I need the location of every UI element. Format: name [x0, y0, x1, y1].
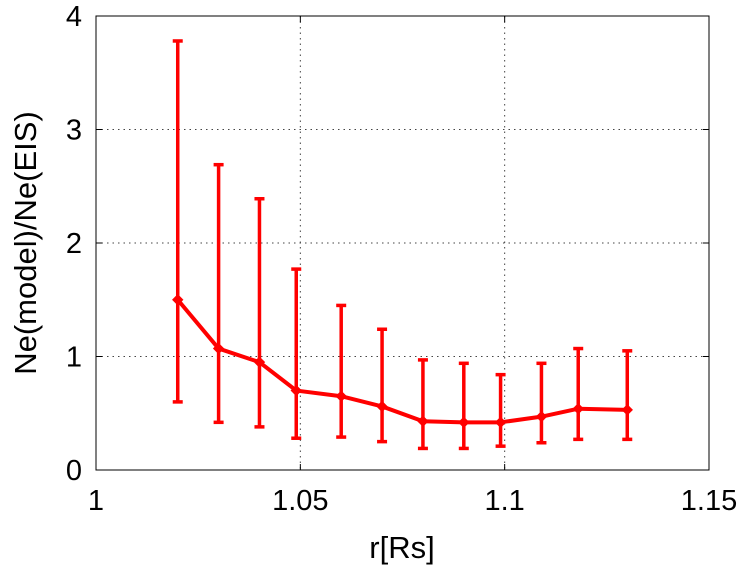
data-point [376, 400, 388, 413]
data-point [290, 384, 302, 397]
x-axis-label: r[Rs] [369, 530, 434, 565]
axis-ticks [95, 15, 710, 471]
y-tick-label: 3 [66, 115, 82, 147]
series-line [176, 298, 628, 425]
data-point [494, 416, 507, 429]
data-point [212, 342, 225, 355]
data-point [417, 415, 429, 427]
data-point [335, 390, 347, 402]
data-point [458, 416, 470, 429]
y-axis-label: Ne(model)/Ne(EIS) [8, 111, 43, 375]
data-markers [172, 294, 633, 429]
y-tick-label: 0 [66, 455, 82, 487]
y-tick-label: 4 [66, 1, 82, 33]
data-point [253, 356, 266, 368]
y-tick-label: 2 [66, 228, 82, 260]
plot-background [96, 16, 709, 470]
x-tick-label: 1.15 [681, 485, 737, 517]
y-tick-label: 1 [66, 342, 82, 374]
y-tick-labels: 0 1 2 3 4 [66, 1, 82, 487]
x-tick-label: 1.1 [485, 485, 525, 517]
data-point [172, 294, 184, 306]
data-point [535, 410, 548, 423]
x-tick-label: 1.05 [272, 485, 328, 517]
x-tick-labels: 1 1.05 1.1 1.15 [88, 485, 737, 517]
x-tick-label: 1 [88, 485, 104, 517]
error-bars [172, 39, 633, 451]
data-point [621, 404, 633, 416]
data-point [572, 403, 584, 415]
